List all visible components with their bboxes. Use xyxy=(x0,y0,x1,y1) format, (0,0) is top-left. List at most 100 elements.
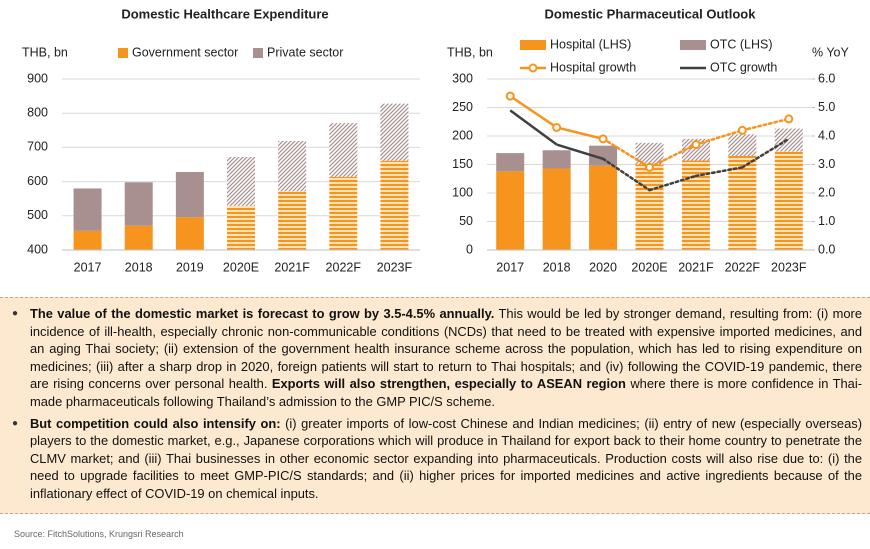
line-segment xyxy=(648,174,698,192)
line-segment xyxy=(741,117,791,132)
y-tick-label: 100 xyxy=(452,185,473,199)
x-tick-label: 2021F xyxy=(678,260,714,274)
text: where there is more confidence in Thai-m… xyxy=(30,376,862,409)
bar-segment xyxy=(124,225,153,250)
bar-segment xyxy=(124,182,153,226)
chart-title: Domestic Healthcare Expenditure xyxy=(121,6,328,21)
bar-segment xyxy=(542,168,571,250)
bar-segment xyxy=(635,142,664,165)
bar-segment xyxy=(728,155,757,250)
bar-segment xyxy=(496,153,525,172)
notes-box: The value of the domestic market is fore… xyxy=(0,297,870,514)
y-tick-label: 50 xyxy=(459,214,473,228)
line-marker xyxy=(598,134,608,144)
legend-label: OTC (LHS) xyxy=(710,37,773,51)
x-tick-label: 2022F xyxy=(725,260,761,274)
y-tick-label: 900 xyxy=(27,71,48,85)
text: This would be led by stronger demand, re… xyxy=(30,306,862,392)
y2-tick-label: 0.0 xyxy=(818,242,835,256)
line-marker xyxy=(784,114,794,124)
legend-label: OTC growth xyxy=(710,60,777,74)
bar-segment xyxy=(73,188,102,231)
x-tick-label: 2020E xyxy=(223,260,259,274)
y2-tick-label: 4.0 xyxy=(818,128,835,142)
bar-segment xyxy=(774,151,803,250)
x-tick-label: 2020 xyxy=(589,260,617,274)
x-tick-label: 2020E xyxy=(631,260,667,274)
y-tick-label: 500 xyxy=(27,208,48,222)
line-segment xyxy=(601,157,651,192)
legend-swatch xyxy=(680,40,706,50)
y-tick-label: 150 xyxy=(452,157,473,171)
bar-segment xyxy=(227,156,255,206)
legend-swatch xyxy=(118,48,128,58)
legend-marker xyxy=(528,63,538,73)
line-segment xyxy=(694,129,744,146)
bar-segment xyxy=(589,145,618,166)
y-tick-label: 700 xyxy=(27,140,48,154)
bar-segment xyxy=(329,176,358,250)
legend-label: Hospital growth xyxy=(550,60,636,74)
x-tick-label: 2023F xyxy=(377,260,413,274)
bar-segment xyxy=(542,150,571,169)
legend-swatch xyxy=(253,48,263,58)
line-segment xyxy=(509,95,558,129)
line-segment xyxy=(648,143,698,169)
bar-segment xyxy=(175,172,204,218)
line-marker xyxy=(645,162,654,172)
y-tick-label: 0 xyxy=(466,242,473,256)
x-tick-label: 2021F xyxy=(274,260,310,274)
bar-segment xyxy=(278,140,307,192)
bar-segment xyxy=(380,103,409,161)
line-segment xyxy=(556,143,604,160)
text: (i) greater imports of low-cost Chinese … xyxy=(30,415,862,501)
line-marker xyxy=(552,122,562,132)
x-tick-label: 2017 xyxy=(74,260,102,274)
line-marker xyxy=(737,125,747,135)
x-tick-label: 2017 xyxy=(496,260,524,274)
line-segment xyxy=(509,109,558,146)
bar-segment xyxy=(496,171,525,250)
y-tick-label: 250 xyxy=(452,100,473,114)
bullet-paragraph: But competition could also intensify on:… xyxy=(12,415,862,503)
bar-segment xyxy=(589,165,618,250)
line-marker xyxy=(691,140,701,150)
bar-segment xyxy=(635,164,664,250)
legend-label: Government sector xyxy=(132,45,238,59)
y2-tick-label: 3.0 xyxy=(818,157,835,171)
line-segment xyxy=(741,137,791,169)
y2-tick-label: 6.0 xyxy=(818,71,835,85)
line-marker xyxy=(505,91,515,101)
x-tick-label: 2019 xyxy=(176,260,204,274)
line-segment xyxy=(601,137,651,169)
chart-title: Domestic Pharmaceutical Outlook xyxy=(545,6,757,21)
charts: Domestic Healthcare Expenditure THB, bn 40… xyxy=(22,6,850,274)
bullet-paragraph: The value of the domestic market is fore… xyxy=(12,305,862,411)
source: Source: FitchSolutions, Krungsri Researc… xyxy=(14,529,184,539)
legend-label: Hospital (LHS) xyxy=(550,37,631,51)
bar-segment xyxy=(774,128,803,152)
line-segment xyxy=(556,126,604,141)
y-tick-label: 400 xyxy=(27,242,48,256)
bar-segment xyxy=(681,138,710,161)
y-tick-label: 300 xyxy=(452,71,473,85)
y-axis-label: THB, bn xyxy=(447,45,493,59)
y2-axis-label: % YoY xyxy=(812,45,850,59)
legend-swatch xyxy=(520,40,546,50)
bar-segment xyxy=(227,205,255,250)
y-tick-label: 200 xyxy=(452,128,473,142)
bold-text: But competition could also intensify on: xyxy=(30,415,281,431)
y2-tick-label: 1.0 xyxy=(818,214,835,228)
bold-text: Exports will also strengthen, especially… xyxy=(271,376,626,392)
bar-segment xyxy=(329,123,358,177)
x-tick-label: 2023F xyxy=(771,260,807,274)
bold-text: The value of the domestic market is fore… xyxy=(30,306,495,321)
x-tick-label: 2022F xyxy=(326,260,362,274)
bar-segment xyxy=(175,217,204,250)
x-tick-label: 2018 xyxy=(125,260,153,274)
bar-segment xyxy=(73,230,102,250)
y-tick-label: 800 xyxy=(27,105,48,119)
x-tick-label: 2018 xyxy=(543,260,571,274)
y2-tick-label: 5.0 xyxy=(818,100,835,114)
